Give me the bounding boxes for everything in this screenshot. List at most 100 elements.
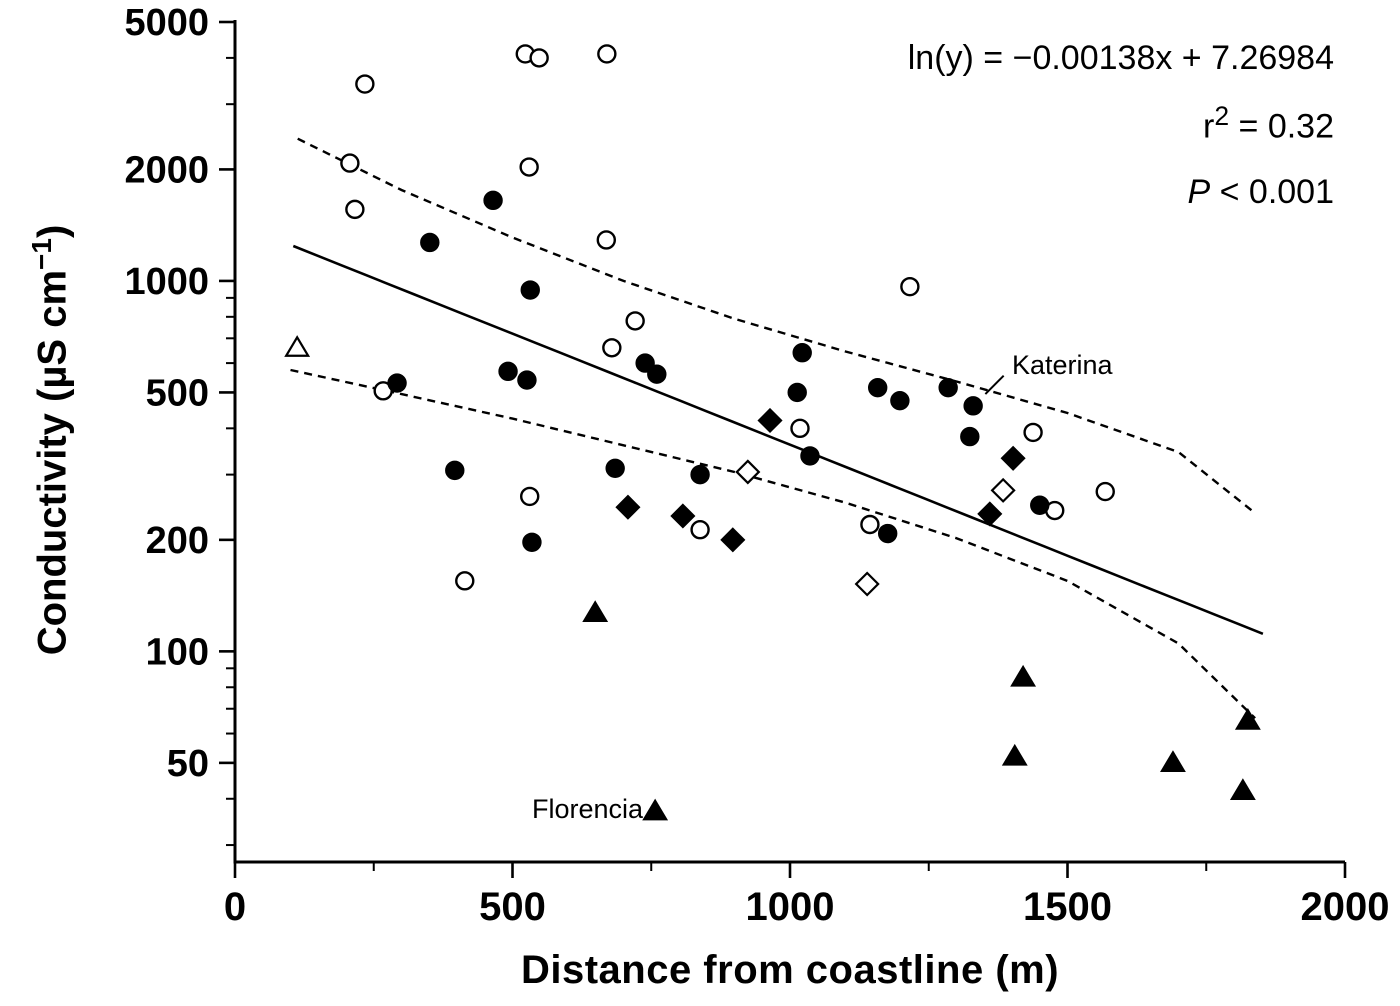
p-value-text: P < 0.001 bbox=[908, 160, 1334, 225]
data-point bbox=[597, 44, 617, 64]
y-tick-label: 2000 bbox=[124, 149, 209, 191]
regression-line bbox=[292, 244, 1264, 636]
y-tick-label: 1000 bbox=[124, 261, 209, 303]
data-point bbox=[1023, 422, 1043, 443]
data-point bbox=[790, 418, 810, 439]
data-point bbox=[787, 382, 807, 403]
data-point bbox=[455, 571, 475, 591]
data-point bbox=[1229, 778, 1256, 801]
data-point bbox=[582, 600, 609, 623]
data-point bbox=[520, 486, 540, 507]
p-symbol: P bbox=[1187, 172, 1211, 211]
data-point bbox=[890, 390, 910, 411]
data-point bbox=[977, 501, 1003, 527]
data-point bbox=[1160, 750, 1186, 772]
data-point bbox=[625, 311, 645, 331]
confidence-lower-line bbox=[290, 368, 1256, 720]
data-point bbox=[1030, 495, 1050, 515]
data-point bbox=[690, 520, 710, 540]
y-axis-title: Conductivity (µS cm−1) bbox=[0, 0, 84, 880]
series-open-triangles bbox=[284, 335, 311, 357]
data-point bbox=[1095, 481, 1115, 502]
data-point bbox=[960, 426, 980, 447]
series-open-diamonds bbox=[735, 459, 1016, 597]
data-point bbox=[900, 276, 920, 297]
x-tick-label: 500 bbox=[479, 885, 546, 929]
confidence-band bbox=[290, 137, 1256, 720]
data-point bbox=[757, 407, 783, 434]
annotation-leader-line bbox=[984, 374, 1005, 395]
data-point bbox=[1234, 708, 1261, 730]
x-axis-title: Distance from coastline (m) bbox=[520, 948, 1060, 992]
series-filled-circles bbox=[387, 190, 1050, 552]
x-tick-label: 1500 bbox=[1023, 885, 1112, 929]
data-point bbox=[647, 364, 667, 384]
r-squared-text: r2 = 0.32 bbox=[908, 91, 1334, 160]
r-squared-base: r bbox=[1203, 107, 1215, 146]
data-point bbox=[517, 370, 537, 390]
data-point bbox=[522, 532, 542, 552]
data-point bbox=[800, 446, 820, 466]
x-tick-label: 2000 bbox=[1301, 885, 1390, 929]
x-tick-label: 1000 bbox=[746, 885, 835, 929]
data-point bbox=[670, 503, 696, 529]
series-filled-diamonds bbox=[615, 407, 1026, 553]
data-point bbox=[596, 230, 616, 250]
data-point bbox=[519, 157, 539, 177]
series-open-circles bbox=[340, 44, 1115, 591]
y-axis-title-close: ) bbox=[30, 224, 75, 239]
data-point bbox=[963, 396, 983, 416]
data-point bbox=[483, 190, 503, 211]
data-point bbox=[498, 361, 518, 382]
series-filled-triangles bbox=[582, 600, 1261, 821]
equation-text: ln(y) = −0.00138x + 7.26984 bbox=[907, 39, 1334, 77]
y-tick-label: 200 bbox=[146, 520, 209, 562]
data-point bbox=[867, 377, 888, 398]
data-point bbox=[1010, 664, 1037, 687]
data-point bbox=[792, 343, 812, 363]
data-point bbox=[445, 460, 465, 481]
y-tick-label: 100 bbox=[146, 631, 209, 673]
data-point bbox=[602, 338, 622, 358]
y-axis-title-superscript: −1 bbox=[26, 238, 57, 270]
annotation-lines bbox=[984, 374, 1005, 395]
data-point bbox=[860, 514, 880, 535]
data-point bbox=[420, 232, 440, 253]
data-point bbox=[355, 74, 375, 94]
data-point bbox=[1001, 743, 1028, 766]
data-point bbox=[387, 373, 407, 393]
regression-stats: ln(y) = −0.00138x + 7.26984 r2 = 0.32 P … bbox=[908, 26, 1334, 225]
katerina-label: Katerina bbox=[1012, 350, 1113, 380]
data-point bbox=[284, 335, 311, 357]
data-point bbox=[340, 153, 360, 173]
data-point bbox=[854, 571, 880, 597]
r-squared-value: = 0.32 bbox=[1229, 107, 1334, 146]
data-point bbox=[615, 494, 641, 520]
data-point bbox=[690, 464, 710, 485]
data-point bbox=[635, 353, 655, 373]
data-point bbox=[345, 199, 365, 220]
y-tick-label: 500 bbox=[146, 372, 209, 414]
x-tick-label: 0 bbox=[224, 885, 246, 929]
data-point bbox=[735, 459, 761, 485]
data-point bbox=[938, 377, 958, 398]
data-point bbox=[1000, 445, 1026, 471]
y-tick-label: 50 bbox=[167, 743, 209, 785]
data-point bbox=[529, 48, 549, 68]
data-point bbox=[605, 458, 625, 479]
data-point bbox=[877, 523, 898, 544]
data-point bbox=[642, 798, 669, 821]
p-value: < 0.001 bbox=[1210, 172, 1334, 211]
fit-line bbox=[292, 244, 1264, 636]
data-points bbox=[284, 44, 1261, 821]
data-point bbox=[520, 280, 540, 300]
florencia-label: Florencia bbox=[531, 794, 643, 824]
y-tick-label: 5000 bbox=[124, 2, 209, 44]
data-point bbox=[990, 477, 1016, 503]
data-point bbox=[720, 527, 746, 553]
y-axis-title-text: Conductivity (µS cm bbox=[30, 269, 75, 656]
r-squared-exponent: 2 bbox=[1214, 101, 1230, 132]
